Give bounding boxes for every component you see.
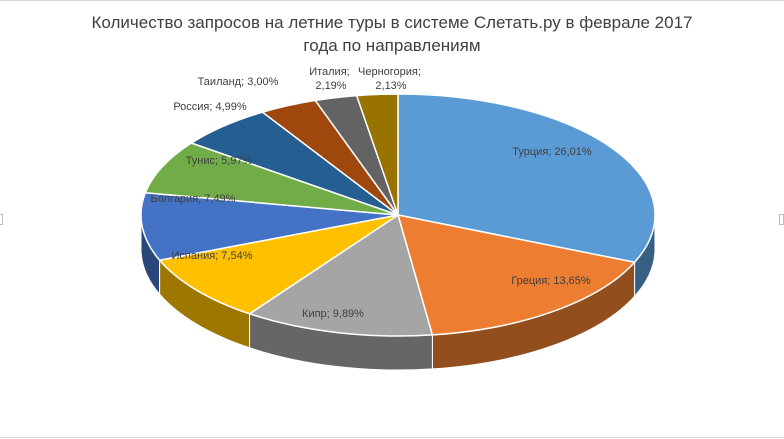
slice-label-cyprus: Кипр; 9,89%	[302, 308, 364, 320]
slice-label-turkey: Турция; 26,01%	[512, 146, 592, 158]
slice-label-italy: Италия; 2,19%	[309, 66, 353, 92]
slice-label-montenegro-line-1: Черногория;	[358, 66, 421, 78]
chart-title-line-1: Количество запросов на летние туры в сис…	[91, 13, 693, 32]
pie-sides	[140, 214, 656, 371]
slice-turkey	[397, 93, 656, 264]
slice-label-spain: Испания; 7,54%	[172, 250, 253, 262]
slice-spain	[158, 214, 399, 315]
chart-title-line-2: года по направлениям	[303, 36, 481, 55]
slice-label-russia: Россия; 4,99%	[173, 101, 247, 113]
chart-resize-handle-right[interactable]	[779, 214, 784, 225]
chart-title: Количество запросов на летние туры в сис…	[0, 11, 784, 57]
slice-label-italy-line-2: 2,19%	[315, 80, 346, 92]
pie-labels: Турция; 26,01% Греция; 13,65% Кипр; 9,89…	[151, 66, 592, 320]
pie-slices	[140, 93, 656, 337]
slice-label-italy-line-1: Италия;	[309, 66, 350, 78]
slice-label-greece: Греция; 13,65%	[511, 275, 591, 287]
slice-label-thailand: Таиланд; 3,00%	[198, 76, 279, 88]
slice-greece	[397, 214, 636, 336]
slice-montenegro	[355, 93, 399, 216]
slice-cyprus	[248, 214, 434, 337]
slice-label-montenegro: Черногория; 2,13%	[358, 66, 424, 92]
slice-tunisia	[144, 142, 399, 216]
slice-label-bulgaria: Болгария; 7,49%	[151, 193, 236, 205]
slice-label-tunisia: Тунис; 5,97%	[186, 155, 253, 167]
chart-resize-handle-left[interactable]	[0, 214, 3, 225]
slice-label-montenegro-line-2: 2,13%	[375, 80, 406, 92]
